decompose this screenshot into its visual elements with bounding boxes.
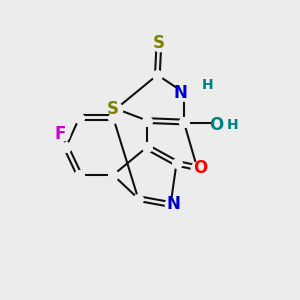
Text: O: O (209, 116, 224, 134)
Text: N: N (167, 196, 181, 214)
Text: O: O (193, 159, 207, 177)
Text: H: H (202, 78, 213, 92)
Text: S: S (153, 34, 165, 52)
Text: H: H (226, 118, 238, 132)
Text: F: F (55, 125, 66, 143)
Text: N: N (174, 84, 188, 102)
Text: S: S (107, 100, 119, 118)
